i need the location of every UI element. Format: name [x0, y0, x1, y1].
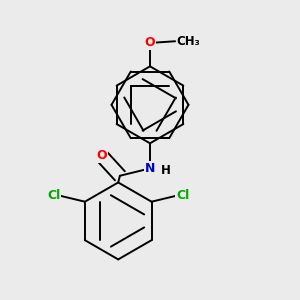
Text: H: H — [161, 164, 171, 177]
Text: N: N — [145, 162, 155, 175]
Text: Cl: Cl — [176, 189, 189, 202]
Text: CH₃: CH₃ — [177, 35, 200, 48]
Text: Cl: Cl — [47, 189, 60, 202]
Text: O: O — [145, 36, 155, 50]
Text: O: O — [96, 149, 107, 162]
